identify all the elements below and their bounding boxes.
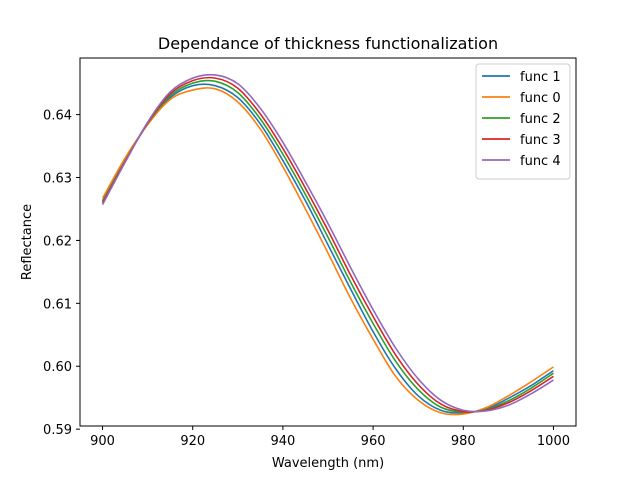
legend: func 1 func 0 func 2 func 3 func 4 — [475, 63, 571, 180]
x-tick-label: 920 — [180, 434, 205, 449]
x-tick-label: 940 — [270, 434, 295, 449]
y-tick-label: 0.59 — [43, 423, 72, 438]
x-tick-label: 980 — [451, 434, 476, 449]
legend-frame — [475, 63, 571, 180]
legend-label-0: func 1 — [520, 70, 561, 85]
x-axis-title: Wavelength (nm) — [272, 456, 384, 471]
y-tick-label: 0.60 — [43, 360, 72, 375]
plot-frame — [79, 57, 577, 427]
legend-label-2: func 2 — [520, 112, 561, 127]
x-tick-label: 960 — [361, 434, 386, 449]
chart-title: Dependance of thickness functionalizatio… — [158, 34, 498, 53]
axes-layer: 900 920 940 960 980 1000 0.59 0.60 0.61 0.62 0.63 0… — [43, 109, 570, 449]
y-tick-label: 0.61 — [43, 297, 72, 312]
x-tick-label: 1000 — [537, 434, 570, 449]
y-tick-label: 0.64 — [43, 109, 72, 124]
legend-label-3: func 3 — [520, 133, 561, 148]
y-axis-title: Reflectance — [20, 204, 35, 280]
y-tick-label: 0.63 — [43, 172, 72, 187]
series-layer — [101, 73, 554, 416]
series-line-1 — [101, 87, 554, 416]
legend-label-1: func 0 — [520, 91, 561, 106]
y-tick-label: 0.62 — [43, 234, 72, 249]
legend-label-4: func 4 — [520, 154, 561, 169]
series-line-4 — [101, 73, 554, 413]
x-tick-label: 900 — [90, 434, 115, 449]
